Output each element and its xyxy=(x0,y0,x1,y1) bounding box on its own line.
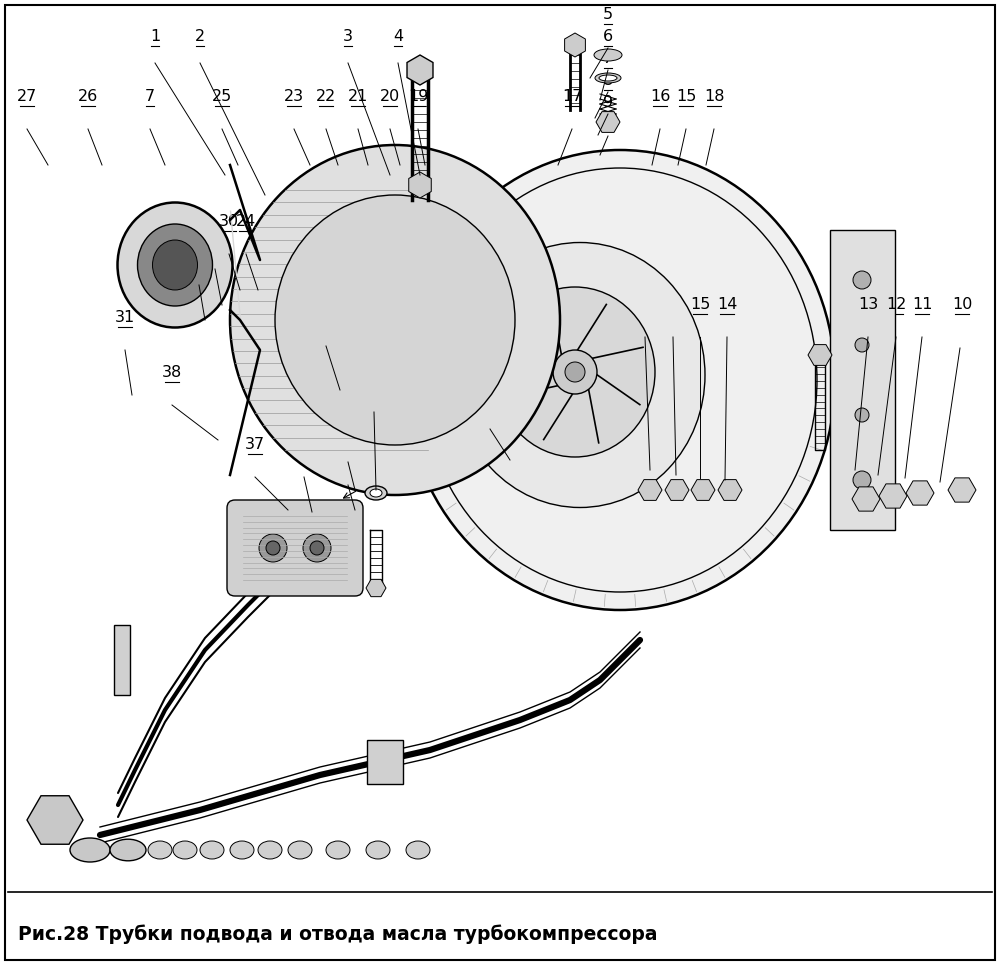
Ellipse shape xyxy=(230,841,254,859)
Circle shape xyxy=(855,338,869,352)
Text: 12: 12 xyxy=(886,297,906,312)
Ellipse shape xyxy=(288,841,312,859)
Ellipse shape xyxy=(595,73,621,83)
Ellipse shape xyxy=(200,841,224,859)
Text: 37: 37 xyxy=(245,437,265,452)
Text: 28: 28 xyxy=(189,245,209,260)
Text: 1: 1 xyxy=(150,29,160,44)
Text: 31: 31 xyxy=(115,310,135,325)
Text: 15: 15 xyxy=(690,297,710,312)
Text: 32: 32 xyxy=(316,306,336,321)
Text: 17: 17 xyxy=(635,297,655,312)
Text: 23: 23 xyxy=(284,89,304,104)
Ellipse shape xyxy=(173,841,197,859)
Text: 4: 4 xyxy=(393,29,403,44)
Text: 5: 5 xyxy=(603,7,613,22)
Ellipse shape xyxy=(258,841,282,859)
Text: 6: 6 xyxy=(603,29,613,44)
Ellipse shape xyxy=(230,145,560,495)
Ellipse shape xyxy=(594,49,622,61)
Text: 9: 9 xyxy=(603,95,613,110)
Text: 30: 30 xyxy=(219,214,239,229)
Ellipse shape xyxy=(138,224,212,306)
Circle shape xyxy=(553,350,597,394)
Ellipse shape xyxy=(365,486,387,500)
Text: 16: 16 xyxy=(663,297,683,312)
Text: 35: 35 xyxy=(338,421,358,436)
Ellipse shape xyxy=(406,841,430,859)
Text: 7: 7 xyxy=(145,89,155,104)
FancyBboxPatch shape xyxy=(367,740,403,784)
FancyBboxPatch shape xyxy=(227,500,363,596)
Text: 24: 24 xyxy=(236,214,256,229)
Circle shape xyxy=(310,541,324,555)
Text: 11: 11 xyxy=(912,297,932,312)
Text: Рис.28 Трубки подвода и отвода масла турбокомпрессора: Рис.28 Трубки подвода и отвода масла тур… xyxy=(18,924,658,944)
Text: 7: 7 xyxy=(603,51,613,66)
Ellipse shape xyxy=(599,75,617,81)
FancyBboxPatch shape xyxy=(114,625,130,695)
Text: 34: 34 xyxy=(338,445,358,460)
Text: 14: 14 xyxy=(717,297,737,312)
Ellipse shape xyxy=(110,840,146,861)
Text: 17: 17 xyxy=(562,89,582,104)
Ellipse shape xyxy=(405,150,835,610)
Text: 22: 22 xyxy=(316,89,336,104)
Circle shape xyxy=(853,471,871,489)
Circle shape xyxy=(303,534,331,562)
FancyBboxPatch shape xyxy=(830,230,895,530)
Ellipse shape xyxy=(118,203,232,327)
Ellipse shape xyxy=(152,240,198,290)
Ellipse shape xyxy=(366,841,390,859)
Circle shape xyxy=(259,534,287,562)
Text: 15: 15 xyxy=(676,89,696,104)
Text: 33: 33 xyxy=(480,389,500,404)
Circle shape xyxy=(855,408,869,422)
Text: 2: 2 xyxy=(195,29,205,44)
Text: 36: 36 xyxy=(294,437,314,452)
Ellipse shape xyxy=(455,242,705,508)
Text: 3: 3 xyxy=(343,29,353,44)
Text: 16: 16 xyxy=(650,89,670,104)
Ellipse shape xyxy=(370,489,382,497)
Circle shape xyxy=(565,362,585,382)
Ellipse shape xyxy=(495,287,655,457)
Text: 21: 21 xyxy=(348,89,368,104)
Text: 25: 25 xyxy=(212,89,232,104)
Text: 26: 26 xyxy=(78,89,98,104)
Ellipse shape xyxy=(148,841,172,859)
Text: 18: 18 xyxy=(704,89,724,104)
Text: 10: 10 xyxy=(952,297,972,312)
Ellipse shape xyxy=(275,195,515,445)
Text: 20: 20 xyxy=(380,89,400,104)
Text: 27: 27 xyxy=(17,89,37,104)
Text: 29: 29 xyxy=(205,229,225,244)
Text: 8: 8 xyxy=(603,73,613,88)
Text: 13: 13 xyxy=(858,297,878,312)
Text: 6: 6 xyxy=(369,372,379,387)
Text: 19: 19 xyxy=(408,89,428,104)
Ellipse shape xyxy=(326,841,350,859)
Circle shape xyxy=(853,271,871,289)
Ellipse shape xyxy=(70,838,110,862)
Circle shape xyxy=(266,541,280,555)
Text: 38: 38 xyxy=(162,365,182,380)
